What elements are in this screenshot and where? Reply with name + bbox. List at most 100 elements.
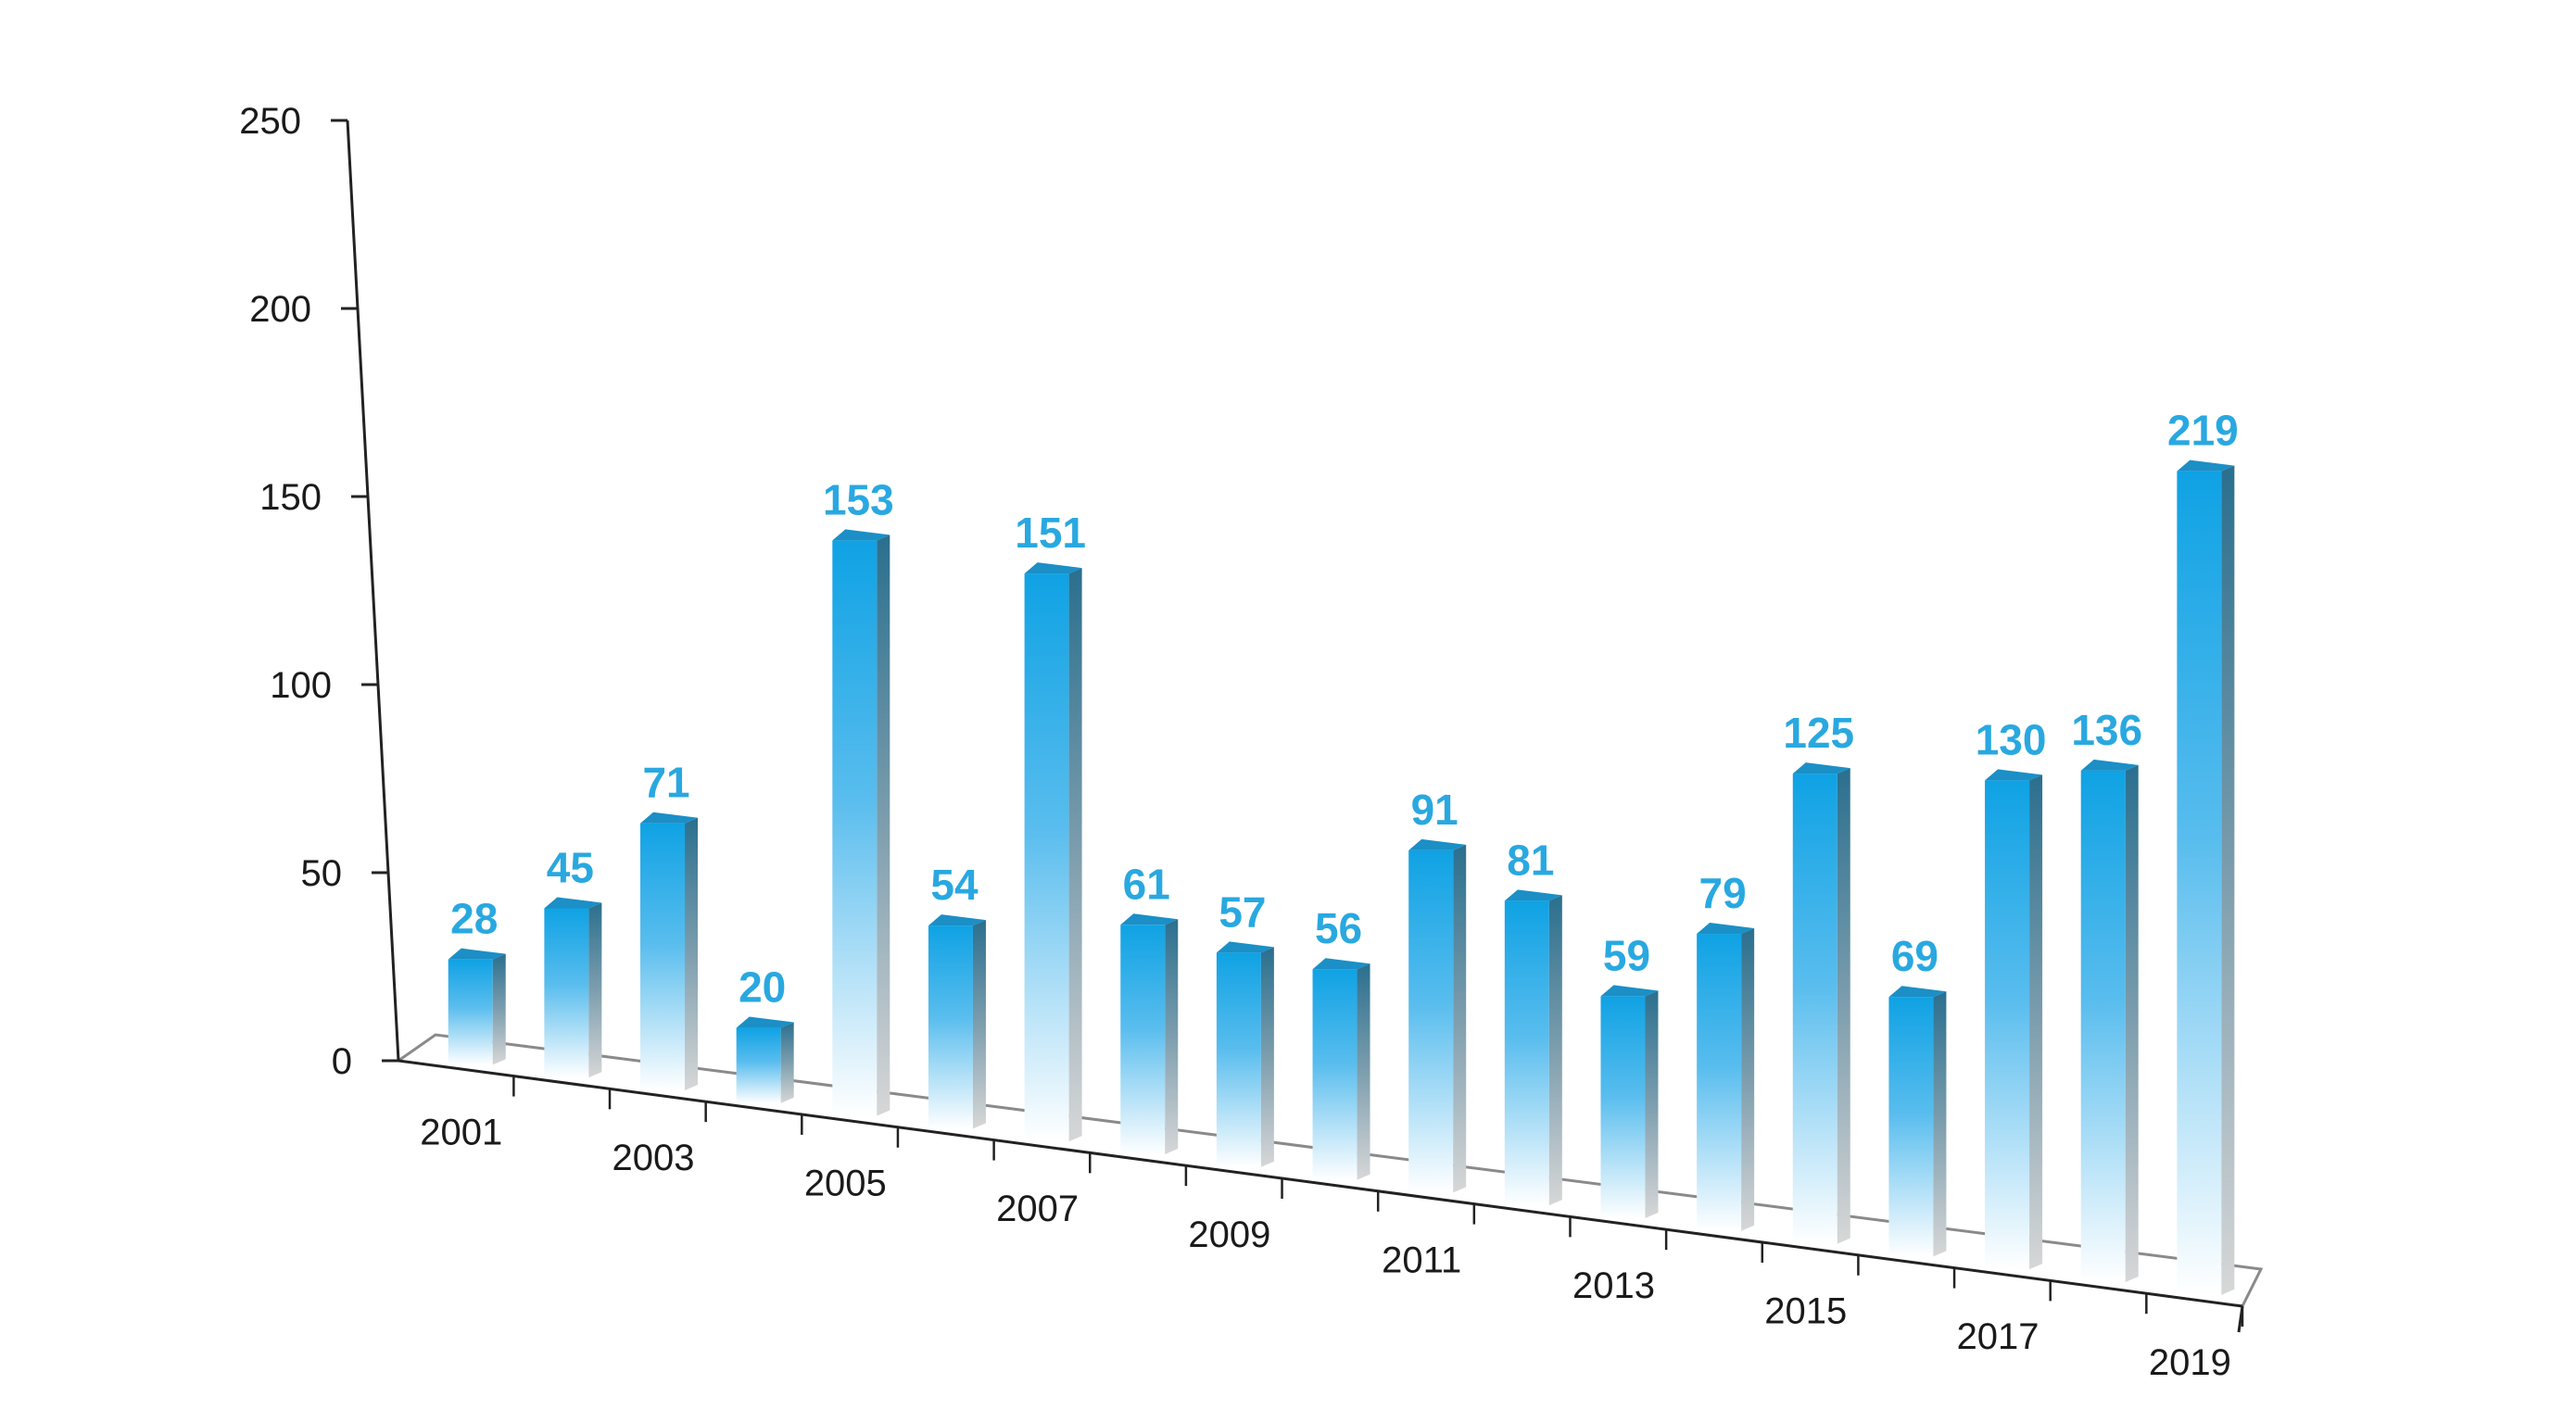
x-tick-label: 2003 bbox=[612, 1138, 695, 1178]
bar bbox=[1792, 762, 1850, 1244]
data-label: 125 bbox=[1783, 709, 1854, 757]
bar-side bbox=[588, 902, 602, 1078]
bar-front bbox=[1408, 849, 1454, 1193]
bar bbox=[640, 812, 699, 1090]
bar bbox=[1312, 958, 1370, 1180]
bar-side bbox=[1165, 919, 1179, 1154]
bar-top bbox=[1600, 985, 1659, 997]
x-tick-label: 2007 bbox=[996, 1189, 1079, 1229]
bar-top bbox=[1312, 958, 1370, 970]
bar-top bbox=[928, 914, 986, 926]
bar-side bbox=[1645, 990, 1659, 1218]
bar-top bbox=[1120, 913, 1179, 925]
bar-front bbox=[640, 823, 686, 1090]
data-label: 57 bbox=[1219, 887, 1266, 936]
bar bbox=[1888, 986, 1947, 1257]
bar-side bbox=[877, 535, 890, 1116]
bar bbox=[1697, 923, 1755, 1231]
data-label: 151 bbox=[1015, 509, 1086, 557]
x-tick-label: 2015 bbox=[1764, 1291, 1847, 1332]
bar-front bbox=[1024, 573, 1069, 1142]
bar-side bbox=[2125, 764, 2139, 1282]
bar-front bbox=[1792, 774, 1837, 1244]
data-label: 61 bbox=[1123, 860, 1170, 908]
bar bbox=[1504, 889, 1562, 1206]
bar-top bbox=[1504, 889, 1562, 901]
x-tick-label: 2009 bbox=[1188, 1214, 1270, 1255]
bar bbox=[832, 529, 890, 1116]
bar bbox=[1024, 562, 1082, 1142]
bar-front bbox=[1120, 925, 1166, 1154]
bar-top bbox=[1888, 986, 1947, 998]
bar-side bbox=[685, 817, 699, 1090]
x-tick-label: 2013 bbox=[1572, 1265, 1655, 1306]
bar-front bbox=[1312, 969, 1357, 1180]
x-tick-label: 2019 bbox=[2149, 1342, 2231, 1383]
bar-side bbox=[1548, 895, 1562, 1206]
x-tick-label: 2017 bbox=[1957, 1316, 2039, 1357]
data-label: 71 bbox=[642, 759, 689, 807]
bar bbox=[928, 914, 986, 1129]
data-label: 54 bbox=[930, 861, 979, 909]
bar-front bbox=[832, 540, 878, 1116]
bar-side bbox=[492, 953, 506, 1065]
bar-front bbox=[2177, 471, 2222, 1295]
bar bbox=[448, 948, 506, 1065]
bar-top bbox=[1408, 838, 1467, 850]
y-tick-label: 0 bbox=[332, 1041, 352, 1082]
bar bbox=[544, 897, 602, 1078]
bar-top bbox=[1697, 923, 1755, 935]
bar-side bbox=[1068, 568, 1082, 1142]
data-label: 153 bbox=[823, 475, 894, 523]
bar bbox=[1216, 941, 1274, 1167]
bar-side bbox=[972, 920, 986, 1129]
bar-top bbox=[1024, 562, 1082, 574]
bar-top bbox=[1792, 762, 1850, 774]
y-axis-line bbox=[346, 120, 400, 1062]
bar-front bbox=[2080, 770, 2126, 1282]
data-label: 28 bbox=[450, 895, 498, 943]
data-label: 79 bbox=[1699, 869, 1747, 917]
bar-front bbox=[1888, 997, 1934, 1257]
bar-side bbox=[2221, 465, 2235, 1295]
data-label: 130 bbox=[1976, 715, 2047, 763]
bar-front bbox=[1600, 996, 1646, 1218]
bar-front bbox=[1697, 934, 1742, 1231]
data-label: 20 bbox=[739, 963, 786, 1012]
y-tick-label: 250 bbox=[239, 101, 301, 142]
y-tick-label: 50 bbox=[301, 853, 343, 894]
bar-top bbox=[2080, 759, 2139, 771]
bar bbox=[736, 1016, 794, 1103]
bar-top bbox=[640, 812, 699, 824]
bar-top bbox=[832, 529, 890, 541]
data-label: 45 bbox=[547, 843, 594, 891]
bar bbox=[1985, 769, 2043, 1270]
bar bbox=[1600, 985, 1659, 1218]
x-tick-label: 2001 bbox=[420, 1112, 502, 1152]
bar-side bbox=[1741, 928, 1755, 1231]
bar-side bbox=[1453, 844, 1467, 1193]
bar-side bbox=[780, 1022, 794, 1103]
bar bbox=[1408, 838, 1467, 1193]
bar-top bbox=[1985, 769, 2043, 781]
data-label: 81 bbox=[1507, 836, 1554, 884]
bar-top bbox=[544, 897, 602, 909]
bar-side bbox=[1357, 963, 1370, 1180]
bar-front bbox=[1216, 952, 1261, 1167]
bar bbox=[1120, 913, 1179, 1154]
bar bbox=[2080, 759, 2139, 1282]
bar-side bbox=[1837, 768, 1850, 1244]
data-label: 56 bbox=[1315, 904, 1362, 952]
y-tick-label: 200 bbox=[249, 289, 311, 330]
bar bbox=[2177, 459, 2235, 1295]
x-tick-label: 2011 bbox=[1382, 1240, 1461, 1280]
y-tick-label: 150 bbox=[259, 477, 322, 518]
data-label: 136 bbox=[2071, 706, 2142, 754]
bar-front bbox=[544, 908, 589, 1078]
data-label: 59 bbox=[1603, 931, 1650, 979]
data-label: 69 bbox=[1891, 932, 1938, 980]
y-tick-label: 100 bbox=[270, 665, 332, 706]
bar-top bbox=[2177, 459, 2235, 472]
